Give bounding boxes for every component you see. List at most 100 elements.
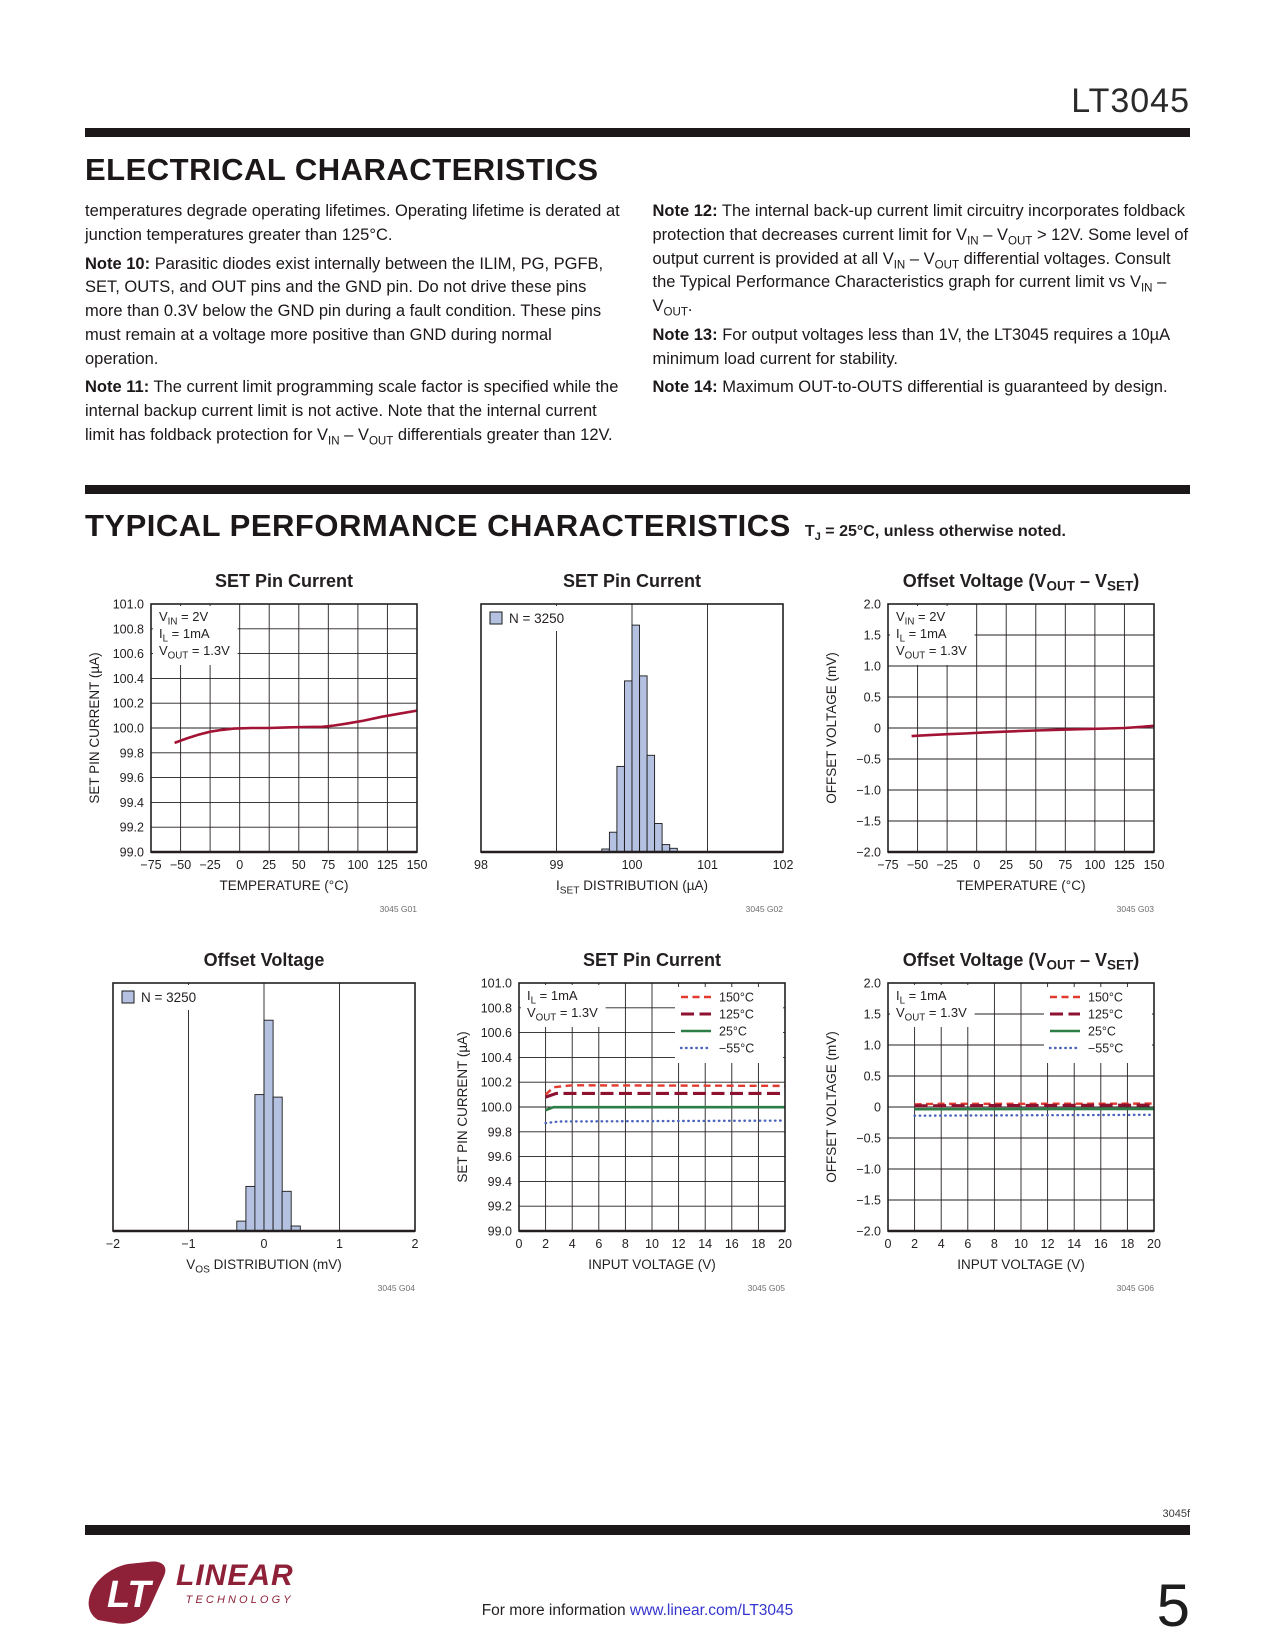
svg-text:101: 101 [697,858,718,872]
notes-right-column: Note 12: The internal back-up current li… [653,200,1191,453]
svg-text:14: 14 [699,1237,713,1251]
svg-text:1.0: 1.0 [863,659,880,673]
svg-text:125°C: 125°C [719,1007,754,1021]
svg-text:8: 8 [622,1237,629,1251]
svg-text:VIN = 2V: VIN = 2V [159,609,208,628]
svg-text:VOUT = 1.3V: VOUT = 1.3V [527,1005,598,1024]
svg-text:100.4: 100.4 [113,671,144,685]
note-paragraph: Note 13: For output voltages less than 1… [652,325,1170,368]
svg-text:25°C: 25°C [719,1024,747,1038]
svg-text:100.2: 100.2 [113,696,144,710]
footer-link[interactable]: www.linear.com/LT3045 [629,1602,794,1619]
test-condition-note: TJ = 25°C, unless otherwise noted. [804,522,1066,543]
svg-text:10: 10 [645,1237,659,1251]
svg-text:−50: −50 [170,858,191,872]
svg-text:INPUT VOLTAGE (V): INPUT VOLTAGE (V) [957,1257,1085,1272]
svg-text:99.0: 99.0 [488,1224,512,1238]
svg-text:20: 20 [778,1237,792,1251]
svg-text:3045 G02: 3045 G02 [746,904,784,914]
svg-text:4: 4 [937,1237,944,1251]
page-header: LT3045 [85,0,1190,137]
logo-sub-text: TECHNOLOGY [185,1594,294,1606]
note-paragraph: Note 11: The current limit programming s… [85,378,619,448]
svg-text:−50: −50 [907,858,928,872]
svg-text:0: 0 [884,1237,891,1251]
svg-text:125°C: 125°C [1088,1007,1123,1021]
svg-text:0.5: 0.5 [863,690,880,704]
logo-wordmark: LINEAR TECHNOLOGY [176,1561,294,1607]
svg-text:−1.5: −1.5 [856,1193,881,1207]
svg-text:12: 12 [672,1237,686,1251]
part-number: LT3045 [1071,82,1190,120]
svg-text:100.8: 100.8 [481,1001,512,1015]
svg-text:2.0: 2.0 [863,597,880,611]
svg-text:101.0: 101.0 [113,597,144,611]
svg-text:VOS DISTRIBUTION (mV): VOS DISTRIBUTION (mV) [186,1257,342,1276]
notes-columns: temperatures degrade operating lifetimes… [85,200,1190,453]
svg-text:OFFSET VOLTAGE (mV): OFFSET VOLTAGE (mV) [824,1031,839,1183]
svg-text:100: 100 [622,858,643,872]
svg-text:3045 G06: 3045 G06 [1116,1283,1154,1293]
svg-text:1: 1 [336,1237,343,1251]
svg-text:−75: −75 [140,858,161,872]
svg-text:75: 75 [321,858,335,872]
svg-text:−0.5: −0.5 [856,1131,881,1145]
svg-text:0: 0 [874,721,881,735]
svg-text:99.2: 99.2 [120,820,144,834]
svg-text:99.6: 99.6 [120,771,144,785]
svg-text:16: 16 [725,1237,739,1251]
chart-3045-g01: SET Pin Current −75 −50 −25 0 25 50 75 100 125 150… [85,568,427,921]
svg-text:10: 10 [1014,1237,1028,1251]
svg-text:0.5: 0.5 [863,1069,880,1083]
svg-text:100.6: 100.6 [113,647,144,661]
svg-text:−1.0: −1.0 [856,1162,881,1176]
svg-text:VOUT = 1.3V: VOUT = 1.3V [896,643,967,662]
note-paragraph: Note 14: Maximum OUT-to-OUTS differentia… [652,378,1168,397]
svg-text:−2: −2 [106,1237,120,1251]
svg-text:SET PIN CURRENT (µA): SET PIN CURRENT (µA) [87,652,102,803]
svg-text:3045 G03: 3045 G03 [1116,904,1154,914]
section-title-typical: TYPICAL PERFORMANCE CHARACTERISTICS [85,507,791,543]
svg-text:TEMPERATURE (°C): TEMPERATURE (°C) [220,878,349,893]
svg-text:−1.5: −1.5 [856,814,881,828]
notes-left-column: temperatures degrade operating lifetimes… [85,200,623,453]
svg-text:ISET DISTRIBUTION (µA): ISET DISTRIBUTION (µA) [556,878,708,897]
svg-text:100.8: 100.8 [113,622,144,636]
svg-text:IL = 1mA: IL = 1mA [159,626,210,645]
svg-text:N = 3250: N = 3250 [509,611,564,626]
header-rule [85,128,1190,137]
svg-text:OFFSET VOLTAGE (mV): OFFSET VOLTAGE (mV) [824,652,839,804]
svg-text:SET Pin Current: SET Pin Current [563,571,701,591]
svg-text:−55°C: −55°C [719,1041,754,1055]
svg-text:6: 6 [964,1237,971,1251]
svg-text:2: 2 [412,1237,419,1251]
note-paragraph: temperatures degrade operating lifetimes… [85,202,620,244]
svg-text:100: 100 [1084,858,1105,872]
svg-text:1.5: 1.5 [863,1007,880,1021]
footer-info: For more information www.linear.com/LT30… [482,1602,794,1620]
svg-text:99.8: 99.8 [488,1125,512,1139]
svg-text:25: 25 [999,858,1013,872]
svg-text:SET Pin Current: SET Pin Current [583,950,721,970]
chart-3045-g02: SET Pin Current 98 99 100 101 102 ISET DISTRIB… [453,568,795,921]
svg-text:VIN = 2V: VIN = 2V [896,609,945,628]
svg-text:50: 50 [1029,858,1043,872]
note-paragraph: Note 10: Parasitic diodes exist internal… [85,254,604,368]
svg-text:SET PIN CURRENT (µA): SET PIN CURRENT (µA) [455,1031,470,1182]
footer-row: LT LINEAR TECHNOLOGY For more informatio… [85,1535,1190,1639]
svg-text:INPUT VOLTAGE (V): INPUT VOLTAGE (V) [589,1257,717,1272]
svg-text:99.6: 99.6 [488,1150,512,1164]
svg-text:14: 14 [1067,1237,1081,1251]
page-number: 5 [1156,1572,1190,1639]
charts-grid: SET Pin Current −75 −50 −25 0 25 50 75 100 125 150… [85,568,1190,1300]
svg-text:−2.0: −2.0 [856,1224,881,1238]
svg-text:150: 150 [407,858,427,872]
svg-text:25°C: 25°C [1088,1024,1116,1038]
svg-text:TEMPERATURE (°C): TEMPERATURE (°C) [956,878,1085,893]
svg-text:3045 G01: 3045 G01 [380,904,418,914]
svg-text:18: 18 [1120,1237,1134,1251]
svg-text:100.0: 100.0 [113,721,144,735]
svg-text:−55°C: −55°C [1088,1041,1123,1055]
svg-text:IL = 1mA: IL = 1mA [896,626,947,645]
svg-text:−75: −75 [877,858,898,872]
